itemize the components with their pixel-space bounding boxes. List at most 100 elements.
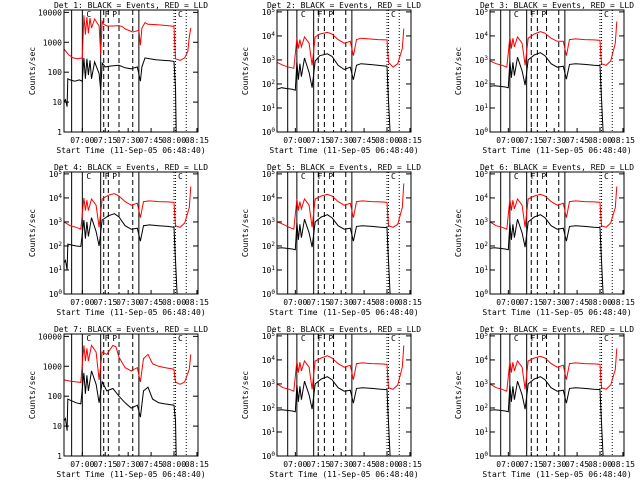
y-tick-label: 103 — [262, 55, 276, 65]
y-tick-label: 101 — [49, 265, 63, 275]
series-lld — [490, 186, 618, 230]
y-tick-label: 103 — [49, 217, 63, 227]
y-tick-label: 101 — [475, 265, 489, 275]
x-tick-label: 08:00 — [588, 298, 612, 307]
event-marker: C — [514, 10, 519, 19]
x-tick-label: 08:00 — [162, 298, 186, 307]
y-tick-label: 102 — [262, 403, 276, 413]
event-marker: P — [328, 334, 333, 343]
y-tick-label: 1000 — [43, 38, 62, 47]
chart-title: Det 9: BLACK = Events, RED = LLD — [480, 325, 634, 334]
y-tick-label: 100 — [48, 392, 63, 401]
x-axis-label: Start Time (11-Sep-05 06:48:40) — [482, 470, 631, 479]
series-events — [64, 213, 178, 294]
chart-panel-4: 10010110210310410507:0007:1507:3007:4508… — [28, 163, 209, 317]
event-marker: P — [541, 334, 546, 343]
event-marker: P — [112, 334, 117, 343]
chart-panel-9: 10010110210310410507:0007:1507:3007:4508… — [454, 325, 635, 479]
x-tick-label: 08:15 — [185, 460, 209, 469]
y-tick-label: 104 — [475, 193, 489, 203]
y-tick-label: 1 — [57, 452, 62, 461]
event-marker: F — [105, 172, 110, 181]
y-tick-label: 102 — [475, 241, 489, 251]
y-tick-label: 10 — [52, 422, 62, 431]
event-marker: P — [112, 172, 117, 181]
x-tick-label: 07:45 — [565, 298, 589, 307]
y-axis-label: Counts/sec — [241, 47, 250, 95]
event-marker: C — [604, 10, 609, 19]
x-tick-label: 07:45 — [565, 460, 589, 469]
y-tick-label: 105 — [475, 331, 489, 341]
x-tick-label: 08:15 — [611, 460, 635, 469]
x-tick-label: 07:00 — [283, 460, 307, 469]
series-events — [277, 376, 391, 456]
event-marker: P — [541, 172, 546, 181]
y-tick-label: 101 — [262, 103, 276, 113]
y-tick-label: 104 — [262, 355, 276, 365]
x-tick-label: 08:00 — [375, 136, 399, 145]
x-tick-label: 08:00 — [162, 460, 186, 469]
event-marker: P — [112, 10, 117, 19]
event-marker: F — [531, 10, 536, 19]
y-tick-label: 100 — [262, 451, 276, 461]
y-tick-label: 101 — [262, 427, 276, 437]
chart-panel-8: 10010110210310410507:0007:1507:3007:4508… — [241, 325, 422, 479]
axes-frame — [63, 333, 199, 457]
event-marker: C — [86, 334, 91, 343]
plot-area — [277, 172, 405, 294]
x-tick-label: 07:30 — [116, 298, 140, 307]
x-tick-label: 07:00 — [496, 136, 520, 145]
x-axis-label: Start Time (11-Sep-05 06:48:40) — [269, 470, 418, 479]
event-marker: C — [301, 10, 306, 19]
event-marker: F — [105, 10, 110, 19]
y-tick-label: 104 — [49, 193, 63, 203]
x-tick-label: 07:00 — [283, 136, 307, 145]
x-tick-label: 07:00 — [70, 298, 94, 307]
event-marker: C — [178, 172, 183, 181]
y-tick-label: 105 — [262, 169, 276, 179]
y-tick-label: 101 — [475, 103, 489, 113]
x-tick-label: 08:15 — [185, 136, 209, 145]
series-events — [490, 214, 604, 294]
chart-title: Det 2: BLACK = Events, RED = LLD — [267, 1, 421, 10]
x-tick-label: 08:15 — [185, 298, 209, 307]
y-tick-label: 103 — [262, 217, 276, 227]
x-tick-label: 07:30 — [542, 298, 566, 307]
series-lld — [277, 28, 405, 69]
y-tick-label: 103 — [475, 217, 489, 227]
event-marker: C — [604, 172, 609, 181]
x-tick-label: 07:15 — [93, 136, 117, 145]
x-tick-label: 08:00 — [375, 298, 399, 307]
y-tick-label: 100 — [262, 127, 276, 137]
y-tick-label: 102 — [49, 241, 63, 251]
series-events — [490, 52, 604, 132]
x-tick-label: 07:30 — [329, 136, 353, 145]
x-tick-label: 07:30 — [116, 136, 140, 145]
x-tick-label: 07:15 — [306, 298, 330, 307]
x-tick-label: 07:45 — [352, 136, 376, 145]
x-tick-label: 07:45 — [139, 298, 163, 307]
x-tick-label: 07:30 — [116, 460, 140, 469]
event-marker: P — [328, 172, 333, 181]
x-tick-label: 08:15 — [398, 460, 422, 469]
plot-area — [277, 10, 405, 132]
event-marker: C — [86, 172, 91, 181]
series-lld — [64, 344, 192, 385]
chart-title: Det 5: BLACK = Events, RED = LLD — [267, 163, 421, 172]
series-lld — [64, 186, 192, 230]
x-axis-label: Start Time (11-Sep-05 06:48:40) — [482, 308, 631, 317]
series-lld — [277, 345, 405, 392]
axes-frame — [489, 171, 625, 295]
chart-panel-6: 10010110210310410507:0007:1507:3007:4508… — [454, 163, 635, 317]
y-tick-label: 10000 — [38, 332, 62, 341]
x-tick-label: 08:00 — [162, 136, 186, 145]
x-tick-label: 07:30 — [329, 298, 353, 307]
event-marker: F — [105, 334, 110, 343]
chart-title: Det 4: BLACK = Events, RED = LLD — [54, 163, 208, 172]
event-marker: C — [391, 172, 396, 181]
y-tick-label: 103 — [475, 379, 489, 389]
series-events — [277, 214, 391, 294]
chart-title: Det 3: BLACK = Events, RED = LLD — [480, 1, 634, 10]
y-axis-label: Counts/sec — [454, 371, 463, 419]
